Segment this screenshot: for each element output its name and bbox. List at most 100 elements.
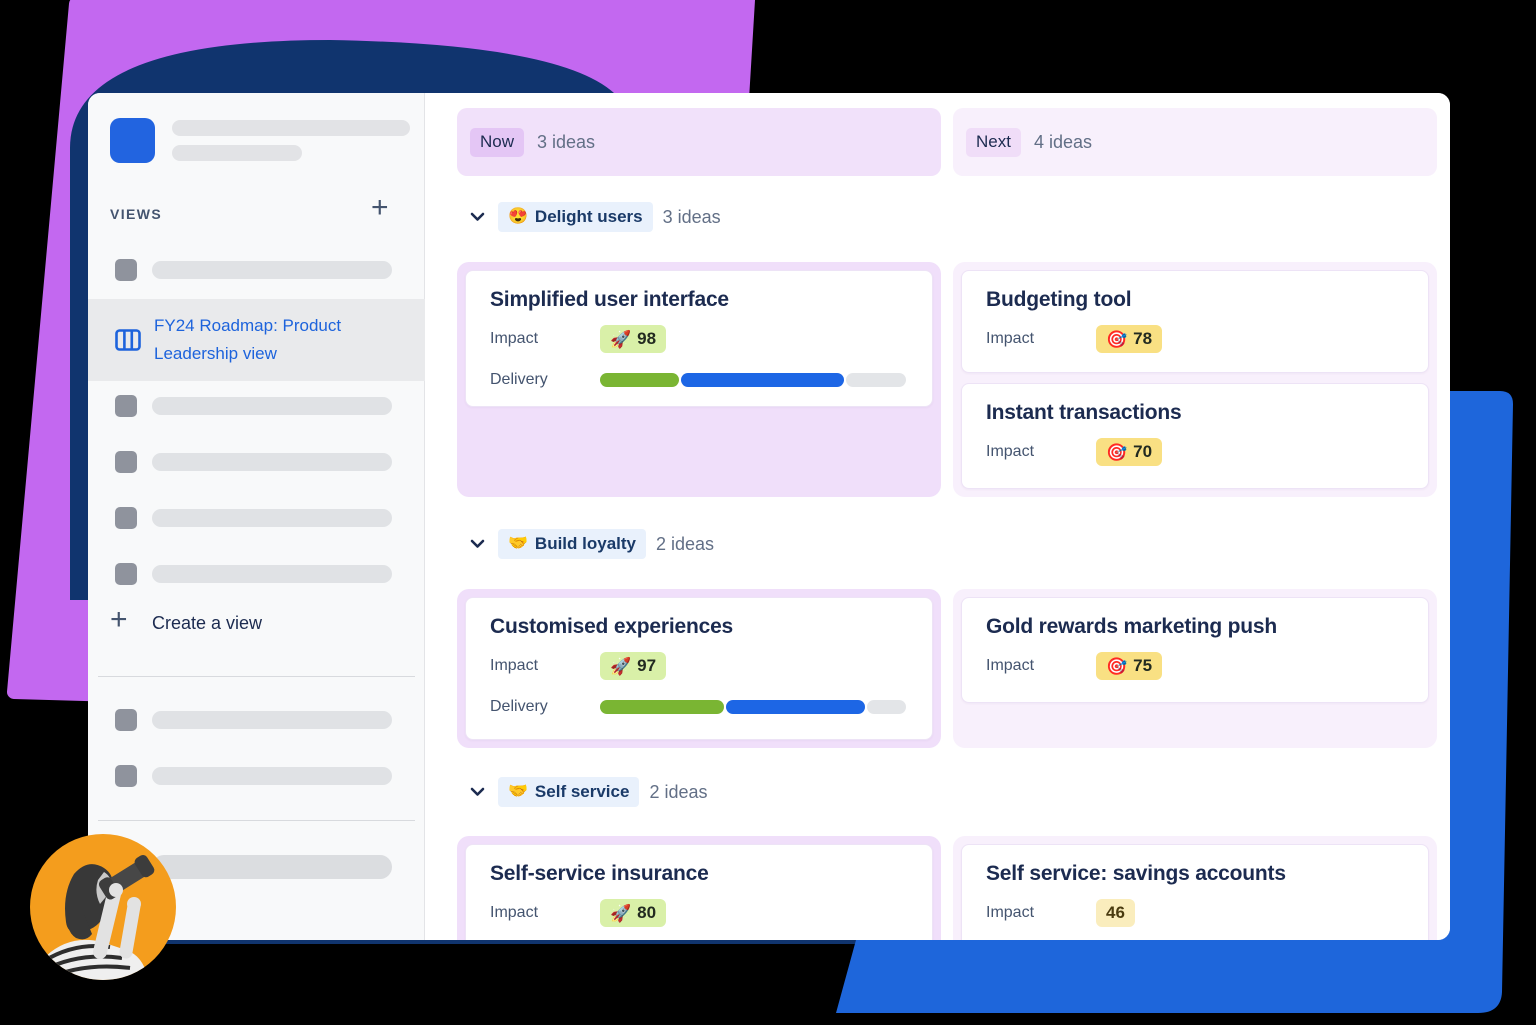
delivery-field-label: Delivery (490, 371, 548, 388)
impact-badge[interactable]: 🎯 70 (1096, 438, 1163, 466)
sidebar: VIEWS + FY24 Roadmap: Product Leadership… (88, 93, 425, 940)
heart-eyes-emoji-icon: 😍 (508, 208, 528, 225)
placeholder-icon (115, 259, 137, 281)
impact-value: 75 (1133, 656, 1153, 675)
column-header-next: Next 4 ideas (953, 108, 1437, 176)
section-header-delight-users[interactable]: 😍 Delight users 3 ideas (457, 202, 1437, 232)
idea-title: Gold rewards marketing push (986, 615, 1277, 638)
skeleton-text-bar (172, 145, 302, 161)
column-idea-count: 3 ideas (537, 131, 596, 152)
impact-badge[interactable]: 🚀 80 (600, 899, 667, 927)
section-header-self-service[interactable]: 🤝 Self service 2 ideas (457, 777, 1437, 807)
idea-card[interactable]: Self service: savings accounts Impact 46 (961, 844, 1429, 940)
section-chip[interactable]: 🤝 Self service (498, 777, 640, 807)
handshake-emoji-icon: 🤝 (508, 535, 528, 552)
impact-field-label: Impact (986, 443, 1035, 460)
impact-value: 98 (637, 329, 657, 348)
skeleton-text-bar (152, 509, 392, 527)
chevron-down-icon[interactable] (470, 212, 485, 222)
impact-value: 97 (637, 656, 657, 675)
now-status-badge[interactable]: Now (470, 127, 525, 157)
delivery-inprogress-segment (725, 700, 865, 714)
skeleton-text-bar (152, 565, 392, 583)
delivery-done-segment (600, 700, 724, 714)
chevron-down-icon[interactable] (470, 539, 485, 549)
sidebar-item-placeholder[interactable] (88, 765, 425, 793)
delivery-progress-bar (600, 700, 906, 714)
chevron-down-icon[interactable] (470, 787, 485, 797)
sidebar-item-placeholder[interactable] (88, 451, 425, 479)
placeholder-icon (115, 395, 137, 417)
idea-card[interactable]: Customised experiences Impact 🚀 97 Deliv… (465, 597, 933, 740)
impact-field-label: Impact (490, 904, 539, 921)
next-status-badge[interactable]: Next (966, 127, 1021, 157)
column-idea-count: 4 ideas (1033, 131, 1093, 152)
selected-view-label: FY24 Roadmap: Product Leadership view (154, 316, 342, 363)
sidebar-item-selected-view[interactable]: FY24 Roadmap: Product Leadership view (88, 299, 425, 381)
plus-icon: + (110, 603, 128, 636)
section-chip[interactable]: 🤝 Build loyalty (498, 529, 646, 559)
idea-title: Self service: savings accounts (986, 862, 1286, 885)
idea-title: Instant transactions (986, 401, 1182, 424)
delivery-inprogress-segment (680, 373, 844, 387)
sidebar-item-placeholder[interactable] (88, 709, 425, 737)
idea-card[interactable]: Gold rewards marketing push Impact 🎯 75 (961, 597, 1429, 703)
skeleton-text-bar (152, 453, 392, 471)
idea-title: Simplified user interface (490, 288, 729, 311)
handshake-emoji-icon: 🤝 (508, 783, 528, 800)
idea-card[interactable]: Simplified user interface Impact 🚀 98 De… (465, 270, 933, 407)
impact-field-label: Impact (490, 330, 539, 347)
skeleton-text-bar (152, 767, 392, 785)
impact-badge[interactable]: 46 (1096, 899, 1135, 927)
delivery-todo-segment (845, 373, 906, 387)
idea-card[interactable]: Instant transactions Impact 🎯 70 (961, 383, 1429, 489)
sidebar-item-placeholder[interactable] (88, 507, 425, 535)
section-label: Build loyalty (534, 534, 636, 553)
section-label: Delight users (534, 207, 643, 226)
rocket-icon: 🚀 (610, 656, 632, 676)
create-view-button[interactable]: Create a view (152, 613, 263, 633)
group-now-self-service: Self-service insurance Impact 🚀 80 (457, 836, 941, 940)
placeholder-icon (115, 765, 137, 787)
impact-field-label: Impact (986, 904, 1035, 921)
target-icon: 🎯 (1106, 656, 1128, 676)
rocket-icon: 🚀 (610, 329, 632, 349)
idea-card[interactable]: Budgeting tool Impact 🎯 78 (961, 270, 1429, 373)
impact-badge[interactable]: 🎯 75 (1096, 652, 1163, 680)
impact-value: 78 (1133, 329, 1153, 348)
impact-value: 46 (1106, 903, 1125, 922)
delivery-field-label: Delivery (490, 698, 548, 715)
idea-card[interactable]: Self-service insurance Impact 🚀 80 (465, 844, 933, 940)
impact-badge[interactable]: 🎯 78 (1096, 325, 1163, 353)
impact-field-label: Impact (986, 330, 1035, 347)
sidebar-item-placeholder[interactable] (88, 395, 425, 423)
section-row: Self-service insurance Impact 🚀 80 Self … (457, 836, 1437, 940)
person-binoculars-photo (30, 834, 176, 980)
impact-badge[interactable]: 🚀 97 (600, 652, 667, 680)
skeleton-text-bar (152, 711, 392, 729)
skeleton-text-bar (152, 855, 392, 879)
placeholder-icon (115, 563, 137, 585)
sidebar-item-placeholder[interactable] (88, 259, 425, 287)
section-label: Self service (534, 782, 630, 801)
idea-title: Customised experiences (490, 615, 734, 638)
section-idea-count: 2 ideas (649, 781, 708, 802)
app-logo[interactable] (110, 118, 155, 163)
delivery-progress-bar (600, 373, 906, 387)
impact-field-label: Impact (490, 657, 539, 674)
add-view-icon[interactable]: + (371, 191, 389, 224)
group-next-build-loyalty: Gold rewards marketing push Impact 🎯 75 (953, 589, 1437, 748)
rocket-icon: 🚀 (610, 903, 632, 923)
delivery-todo-segment (866, 700, 906, 714)
section-chip[interactable]: 😍 Delight users (498, 202, 653, 232)
sidebar-item-placeholder[interactable] (88, 563, 425, 591)
target-icon: 🎯 (1106, 442, 1128, 462)
column-headers: Now 3 ideas Next 4 ideas (457, 108, 1437, 176)
section-idea-count: 2 ideas (656, 533, 715, 554)
idea-title: Self-service insurance (490, 862, 709, 885)
impact-badge[interactable]: 🚀 98 (600, 325, 667, 353)
board-view-icon (115, 329, 141, 351)
section-header-build-loyalty[interactable]: 🤝 Build loyalty 2 ideas (457, 529, 1437, 559)
impact-value: 80 (637, 903, 657, 922)
